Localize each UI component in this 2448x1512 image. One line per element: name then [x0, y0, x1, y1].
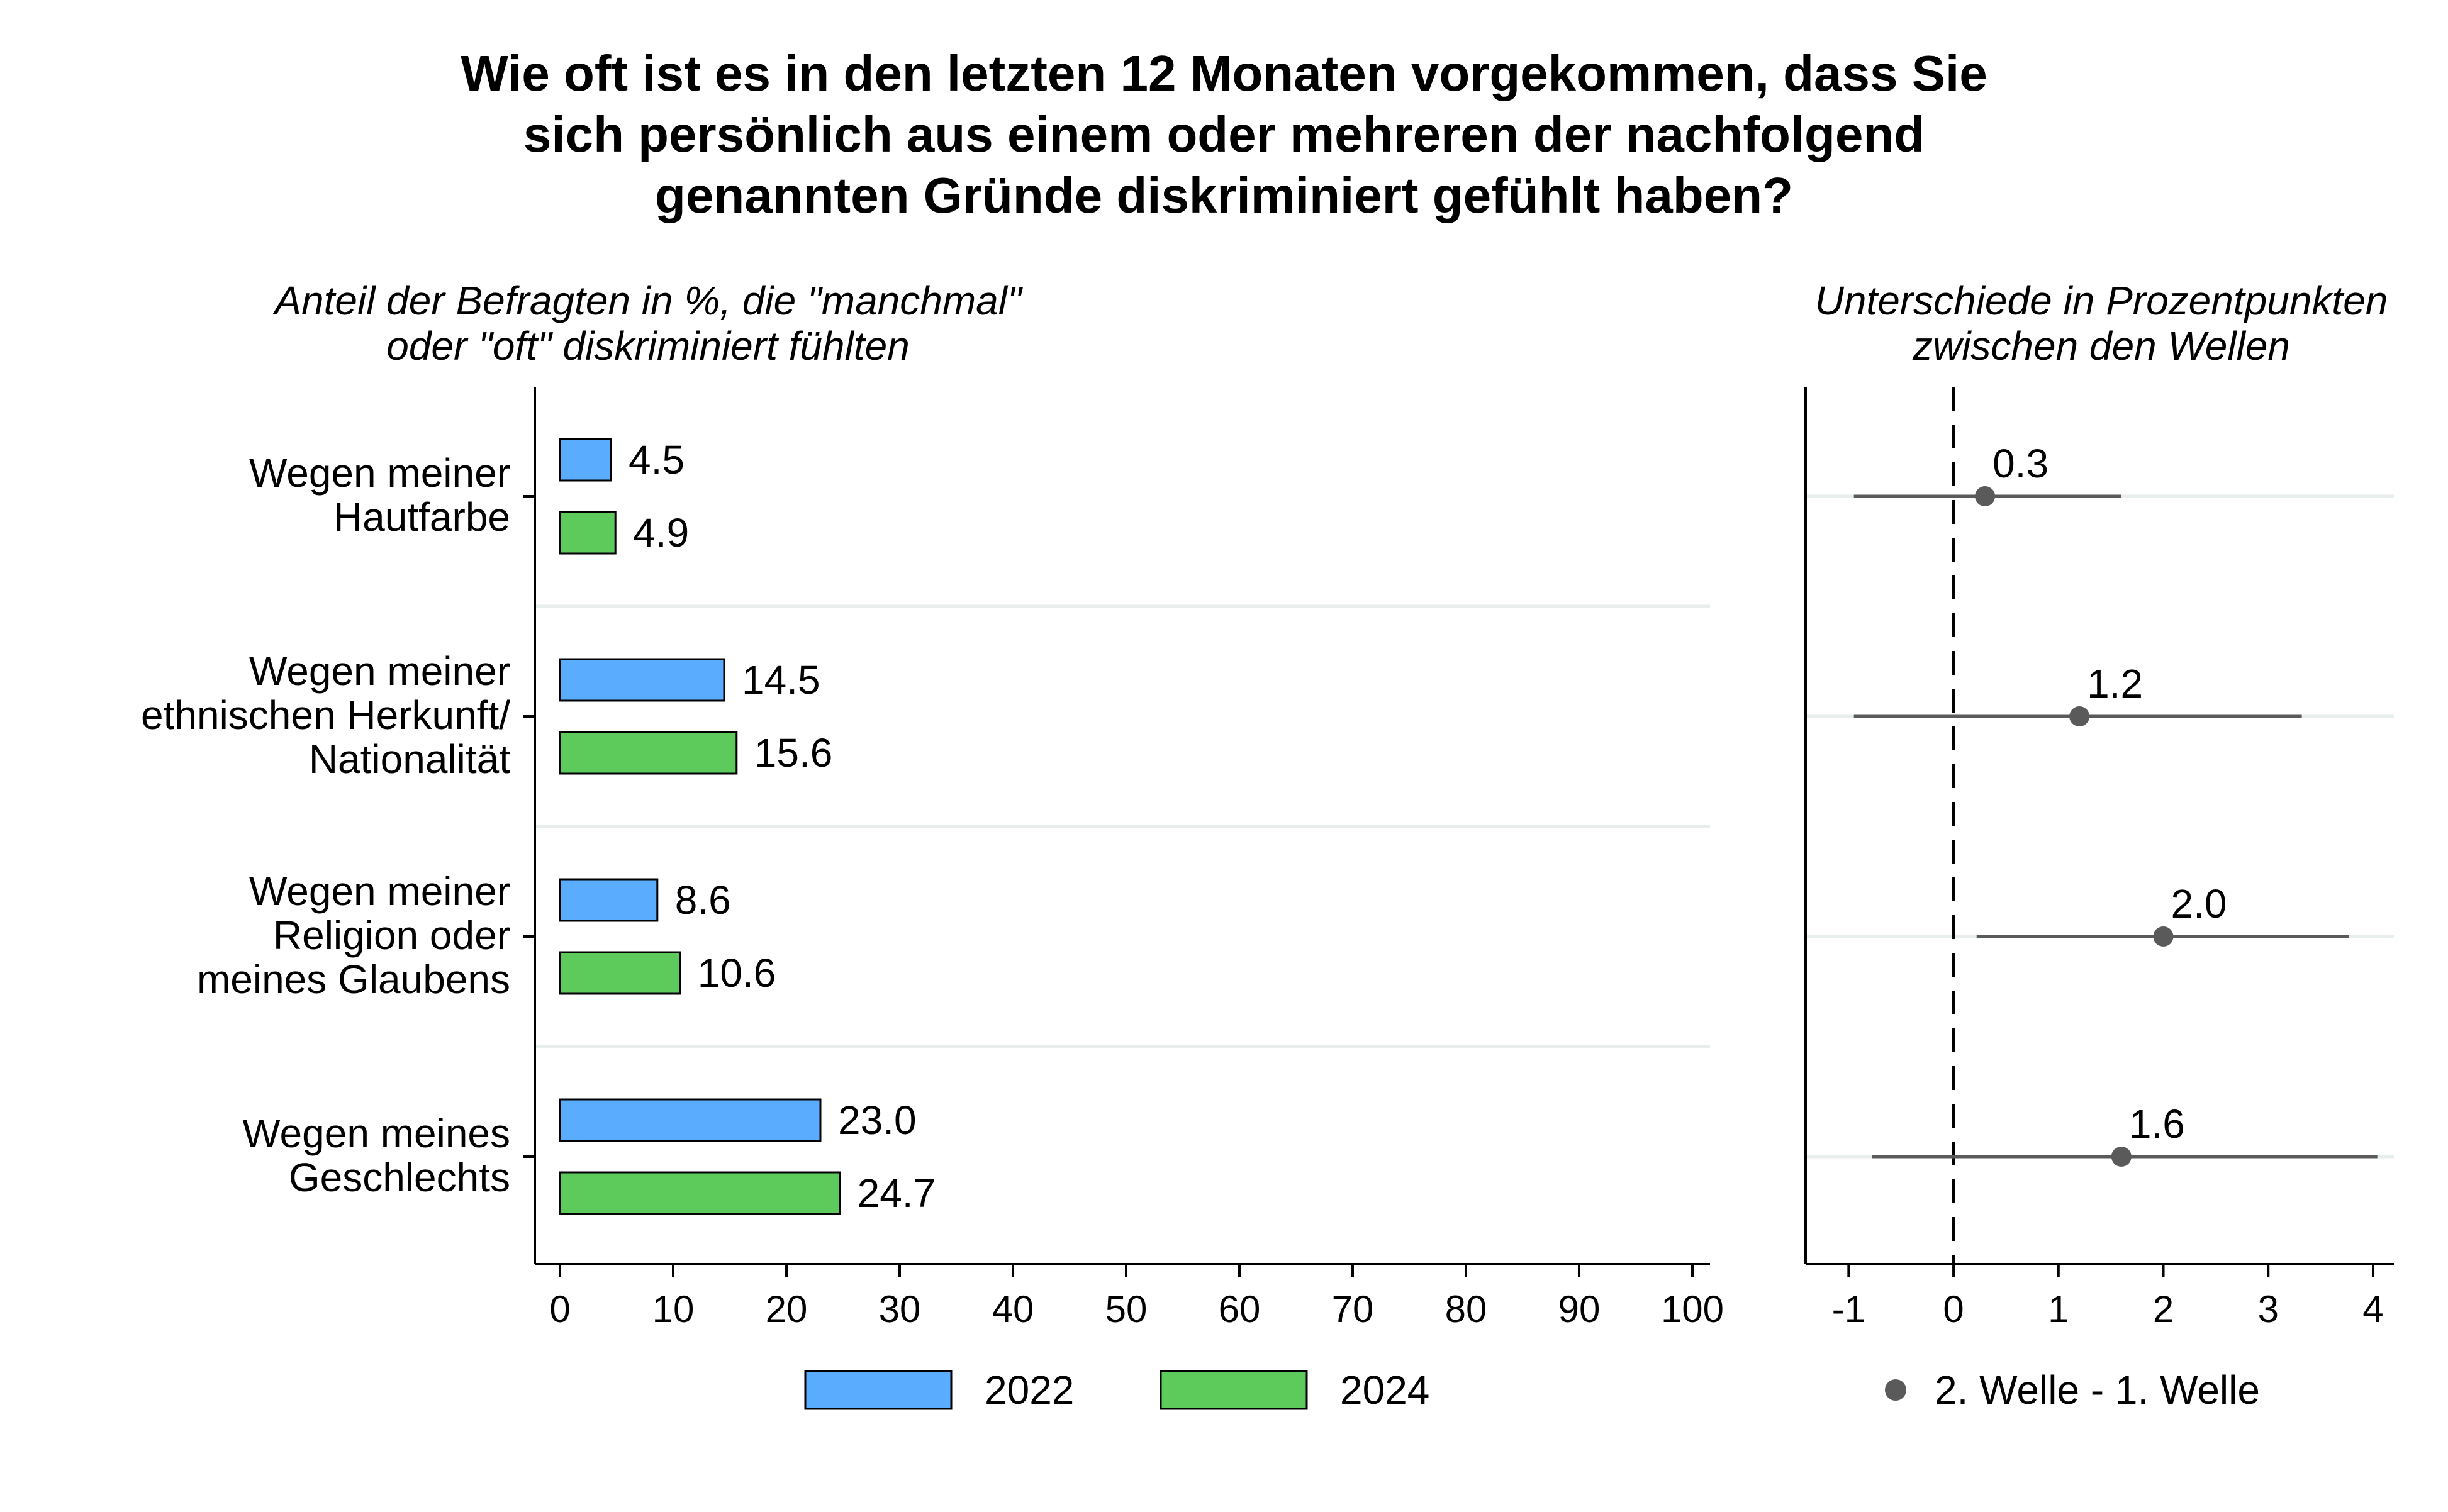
bar-2022: [559, 658, 725, 702]
bar-value-label: 4.5: [629, 437, 685, 482]
category-label-line: Wegen meiner: [249, 648, 510, 694]
difference-value-label: 0.3: [1992, 441, 2048, 486]
category-label: Wegen meiner Hautfarbe: [249, 451, 510, 539]
category-label: Wegen meines Geschlechts: [242, 1111, 510, 1199]
right-x-tick-label: 1: [2048, 1288, 2069, 1330]
category-label: Wegen meiner Religion oder meines Glaubens: [197, 869, 510, 1001]
legend-point-marker: [1885, 1379, 1906, 1401]
bar-2024: [559, 1171, 841, 1215]
legend-swatch-2022: [804, 1370, 953, 1410]
right-x-tick-label: 2: [2153, 1288, 2174, 1330]
legend-label: 2. Welle - 1. Welle: [1935, 1367, 2260, 1413]
right-panel-title: Unterschiede in Prozentpunkten zwischen …: [1724, 278, 2448, 369]
left-x-tick-label: 40: [992, 1288, 1034, 1330]
left-panel-title: Anteil der Befragten in %, die "manchmal…: [0, 278, 1434, 369]
right-panel-title-line-1: Unterschiede in Prozentpunkten: [1814, 278, 2388, 323]
bar-value-label: 4.9: [633, 510, 689, 555]
legend-swatch-2024: [1160, 1370, 1308, 1410]
right-x-tick-label: -1: [1832, 1288, 1865, 1330]
left-x-tick-label: 90: [1558, 1288, 1601, 1330]
difference-point: [2111, 1147, 2132, 1167]
difference-point: [2153, 926, 2174, 947]
left-x-tick-label: 30: [879, 1288, 921, 1330]
right-x-tick-label: 0: [1943, 1288, 1964, 1330]
category-label-line: Wegen meines: [242, 1111, 510, 1156]
bar-value-label: 14.5: [742, 657, 820, 703]
bar-value-label: 15.6: [754, 730, 833, 775]
title-line-3: genannten Gründe diskriminiert gefühlt h…: [654, 167, 1794, 223]
category-label-line: Wegen meiner: [249, 869, 510, 914]
left-panel-title-line-1: Anteil der Befragten in %, die "manchmal…: [274, 278, 1022, 323]
left-panel-title-line-2: oder "oft" diskriminiert fühlten: [386, 323, 910, 369]
left-x-tick-label: 80: [1445, 1288, 1487, 1330]
right-x-tick-label: 4: [2362, 1288, 2383, 1330]
left-x-tick-label: 100: [1661, 1288, 1724, 1330]
category-label-line: ethnischen Herkunft/: [141, 692, 510, 738]
legend-label: 2024: [1340, 1367, 1429, 1413]
category-label-line: Wegen meiner: [249, 450, 510, 496]
bar-2024: [559, 511, 617, 555]
category-label-line: Religion oder: [272, 913, 510, 958]
difference-value-label: 1.2: [2087, 661, 2143, 706]
legend-label: 2022: [985, 1367, 1074, 1413]
right-x-tick-label: 3: [2258, 1288, 2279, 1330]
bar-2022: [559, 878, 659, 922]
left-x-tick-label: 70: [1332, 1288, 1374, 1330]
bar-2024: [559, 731, 738, 775]
left-x-tick-label: 0: [549, 1288, 570, 1330]
bar-2024: [559, 951, 681, 995]
left-x-tick-label: 60: [1219, 1288, 1261, 1330]
category-label-line: meines Glaubens: [196, 957, 510, 1002]
left-x-tick-label: 10: [652, 1288, 695, 1330]
bar-value-label: 10.6: [698, 950, 776, 996]
bar-value-label: 24.7: [858, 1170, 936, 1216]
difference-point: [2069, 706, 2090, 726]
bar-2022: [559, 1098, 822, 1142]
title-line-1: Wie oft ist es in den letzten 12 Monaten…: [461, 45, 1987, 101]
category-label-line: Nationalität: [308, 737, 510, 782]
category-label-line: Hautfarbe: [333, 494, 510, 540]
bar-value-label: 8.6: [675, 877, 731, 923]
bar-2022: [559, 438, 612, 482]
difference-value-label: 2.0: [2171, 881, 2227, 926]
chart-title: Wie oft ist es in den letzten 12 Monaten…: [0, 43, 2448, 226]
category-label-line: Geschlechts: [288, 1155, 510, 1200]
bar-value-label: 23.0: [838, 1098, 917, 1143]
category-label: Wegen meiner ethnischen Herkunft/National…: [141, 649, 510, 781]
difference-value-label: 1.6: [2129, 1101, 2185, 1147]
left-x-tick-label: 20: [766, 1288, 808, 1330]
right-panel-title-line-2: zwischen den Wellen: [1912, 323, 2291, 369]
left-x-tick-label: 50: [1105, 1288, 1148, 1330]
difference-point: [1975, 486, 1996, 506]
title-line-2: sich persönlich aus einem oder mehreren …: [523, 106, 1925, 162]
